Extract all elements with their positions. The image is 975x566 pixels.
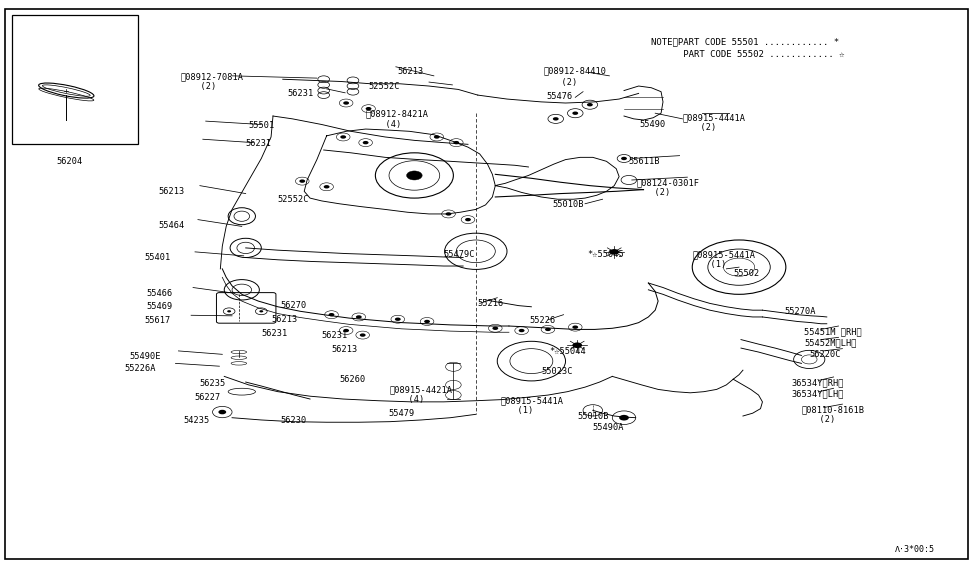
Text: Ⓧ08915-4441A: Ⓧ08915-4441A <box>682 113 746 122</box>
Circle shape <box>572 342 582 348</box>
Text: Ⓧ08915-4421A: Ⓧ08915-4421A <box>390 385 453 394</box>
Text: 55010B: 55010B <box>553 200 584 209</box>
Text: 55501: 55501 <box>249 121 275 130</box>
Text: 55611B: 55611B <box>629 157 660 166</box>
Text: 55479: 55479 <box>388 409 414 418</box>
Circle shape <box>227 310 231 312</box>
Circle shape <box>446 212 451 216</box>
Circle shape <box>492 327 498 330</box>
Text: 55226: 55226 <box>529 316 556 325</box>
Circle shape <box>619 415 629 421</box>
Text: ⓝ08912-84410: ⓝ08912-84410 <box>544 67 607 76</box>
Text: 54235: 54235 <box>183 416 210 425</box>
Text: 56231: 56231 <box>322 331 348 340</box>
Text: 55490A: 55490A <box>593 423 624 432</box>
Text: *☆55045: *☆55045 <box>587 250 624 259</box>
Text: NOTE，PART CODE 55501 ............ *: NOTE，PART CODE 55501 ............ * <box>651 37 839 46</box>
Text: PART CODE 55502 ............ ☆: PART CODE 55502 ............ ☆ <box>651 50 844 59</box>
Text: 56213: 56213 <box>271 315 297 324</box>
Text: Ⓧ08915-5441A: Ⓧ08915-5441A <box>692 250 756 259</box>
Circle shape <box>340 135 346 139</box>
Circle shape <box>329 313 334 316</box>
Circle shape <box>363 141 369 144</box>
Text: 55469: 55469 <box>146 302 173 311</box>
Text: 55502: 55502 <box>733 269 760 278</box>
Text: Ⓑ08124-0301F: Ⓑ08124-0301F <box>637 178 700 187</box>
Text: 55464: 55464 <box>158 221 184 230</box>
Circle shape <box>343 101 349 105</box>
Circle shape <box>259 310 263 312</box>
Bar <box>12 15 138 144</box>
Circle shape <box>587 103 593 106</box>
Circle shape <box>299 179 305 183</box>
Text: 55216: 55216 <box>478 299 504 308</box>
Text: 5623I: 5623I <box>246 139 272 148</box>
Circle shape <box>621 157 627 160</box>
Text: 55401: 55401 <box>144 253 171 262</box>
Circle shape <box>343 329 349 332</box>
Text: 55023C: 55023C <box>541 367 572 376</box>
Text: (1): (1) <box>507 406 533 415</box>
Text: ⓝ08912-8421A: ⓝ08912-8421A <box>366 110 429 119</box>
Text: 55270A: 55270A <box>785 307 816 316</box>
Text: 55226A: 55226A <box>125 364 156 373</box>
Circle shape <box>545 328 551 331</box>
Text: (2): (2) <box>190 82 216 91</box>
Text: 55452M〈LH〉: 55452M〈LH〉 <box>804 338 857 348</box>
Text: 56220C: 56220C <box>809 350 840 359</box>
Text: 55476: 55476 <box>546 92 572 101</box>
Text: 36534Y〈LH〉: 36534Y〈LH〉 <box>792 389 844 398</box>
Circle shape <box>407 171 422 180</box>
Text: 56227: 56227 <box>194 393 220 402</box>
Text: 55490: 55490 <box>640 120 666 129</box>
Text: 56213: 56213 <box>332 345 358 354</box>
Text: ⓝ08912-7081A: ⓝ08912-7081A <box>180 72 244 81</box>
Text: 55617: 55617 <box>144 316 171 325</box>
Text: 52552C: 52552C <box>278 195 309 204</box>
Text: (2): (2) <box>809 415 836 424</box>
Circle shape <box>366 107 371 110</box>
Text: 55010B: 55010B <box>577 412 608 421</box>
Circle shape <box>465 218 471 221</box>
Text: (4): (4) <box>375 120 402 129</box>
Circle shape <box>424 320 430 323</box>
Text: 56235: 56235 <box>199 379 225 388</box>
Text: Ⓧ08915-5441A: Ⓧ08915-5441A <box>500 396 564 405</box>
Circle shape <box>572 112 578 115</box>
Text: 55451M 〈RH〉: 55451M 〈RH〉 <box>804 327 862 336</box>
Circle shape <box>360 333 366 337</box>
Circle shape <box>553 117 559 121</box>
Text: 55466: 55466 <box>146 289 173 298</box>
Text: 36534Y〈RH〉: 36534Y〈RH〉 <box>792 378 844 387</box>
Circle shape <box>324 185 330 188</box>
Text: 56213: 56213 <box>398 67 424 76</box>
Text: (2): (2) <box>644 188 670 198</box>
Circle shape <box>218 410 226 414</box>
Text: 56270: 56270 <box>281 301 307 310</box>
Text: (1): (1) <box>700 260 726 269</box>
Circle shape <box>356 315 362 319</box>
Circle shape <box>395 318 401 321</box>
Text: 55490E: 55490E <box>130 352 161 361</box>
Circle shape <box>434 135 440 139</box>
Circle shape <box>572 325 578 329</box>
Text: 56230: 56230 <box>281 416 307 425</box>
Text: (4): (4) <box>398 395 424 404</box>
Text: Ⓑ08110-8161B: Ⓑ08110-8161B <box>801 405 865 414</box>
Text: 55479C: 55479C <box>444 250 475 259</box>
Text: 56231: 56231 <box>261 329 288 338</box>
Text: (2): (2) <box>551 78 577 87</box>
Text: 56260: 56260 <box>339 375 366 384</box>
Text: 56231: 56231 <box>288 89 314 98</box>
Text: Λ·3*00:5: Λ·3*00:5 <box>895 544 935 554</box>
Text: (2): (2) <box>690 123 717 132</box>
Text: 56213: 56213 <box>158 187 184 196</box>
Text: 52552C: 52552C <box>369 82 400 91</box>
Circle shape <box>453 141 459 144</box>
Circle shape <box>609 249 619 255</box>
Text: *☆55044: *☆55044 <box>549 346 586 355</box>
Circle shape <box>519 329 525 332</box>
Text: 56204: 56204 <box>57 157 83 166</box>
